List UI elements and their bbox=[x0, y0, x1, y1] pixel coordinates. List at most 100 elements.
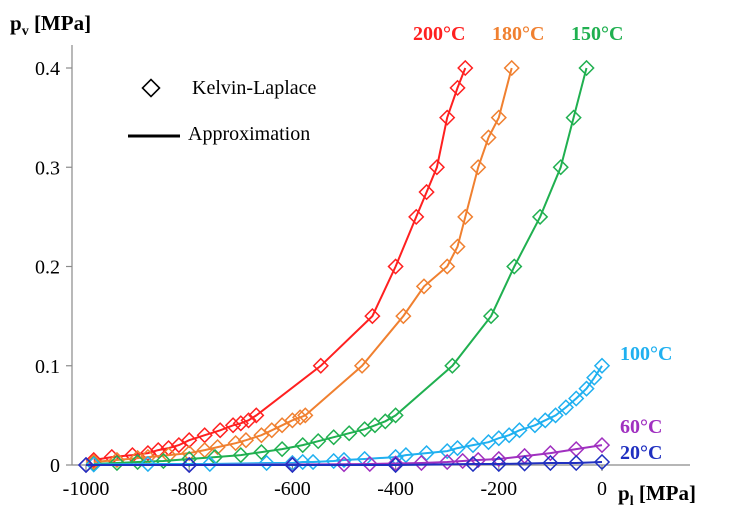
data-point-200c bbox=[150, 441, 167, 459]
plot-area bbox=[77, 59, 611, 474]
data-point-200c bbox=[312, 357, 329, 374]
data-point-150c bbox=[482, 307, 500, 325]
series-label-200c: 200°C bbox=[413, 23, 465, 45]
series-label-180c: 180°C bbox=[492, 23, 544, 45]
data-point-200c bbox=[212, 422, 229, 439]
x-axis-title: pl [MPa] bbox=[618, 481, 696, 509]
data-point-200c bbox=[428, 159, 446, 176]
data-point-200c bbox=[196, 427, 213, 444]
x-tick-label: 0 bbox=[597, 478, 607, 500]
data-point-100c bbox=[593, 357, 611, 374]
data-point-100c bbox=[449, 439, 466, 457]
data-point-150c bbox=[377, 413, 394, 430]
data-point-60c bbox=[568, 440, 585, 458]
data-point-200c bbox=[457, 59, 474, 77]
data-point-100c bbox=[258, 454, 275, 472]
data-point-180c bbox=[470, 159, 487, 176]
legend-marker-icon bbox=[141, 78, 161, 98]
data-point-20c bbox=[464, 455, 482, 473]
data-point-100c bbox=[578, 380, 595, 397]
data-point-100c bbox=[537, 412, 554, 429]
y-tick-label: 0.3 bbox=[35, 157, 60, 179]
data-point-150c bbox=[206, 448, 224, 466]
data-point-180c bbox=[237, 432, 255, 449]
data-point-150c bbox=[506, 258, 523, 275]
data-point-100c bbox=[547, 407, 564, 424]
legend-marker-label: Kelvin-Laplace bbox=[192, 77, 316, 99]
data-point-200c bbox=[408, 208, 425, 226]
series-labels: 200°C 180°C 150°C 100°C 60°C 20°C bbox=[413, 23, 672, 464]
data-point-150c bbox=[325, 429, 342, 446]
data-point-200c bbox=[232, 415, 249, 432]
data-point-100c bbox=[500, 427, 518, 444]
data-point-20c bbox=[568, 454, 585, 472]
data-point-180c bbox=[480, 129, 497, 146]
x-axis-title-unit: [MPa] bbox=[634, 481, 696, 505]
axes: 0 0.1 0.2 0.3 0.4 -1000 -800 -600 -400 -200 0 bbox=[35, 45, 690, 500]
series-line-200c bbox=[93, 67, 467, 461]
data-point-180c bbox=[297, 407, 314, 424]
data-point-150c bbox=[273, 440, 291, 458]
series-label-20c: 20°C bbox=[620, 442, 662, 464]
series-label-60c: 60°C bbox=[620, 416, 662, 438]
y-tick-label: 0.4 bbox=[35, 58, 60, 80]
data-point-150c bbox=[310, 433, 327, 450]
data-point-100c bbox=[201, 455, 218, 473]
series-label-100c: 100°C bbox=[620, 343, 672, 365]
data-point-150c bbox=[531, 208, 549, 226]
data-point-20c bbox=[284, 456, 301, 474]
data-point-180c bbox=[181, 444, 198, 462]
y-tick-label: 0.2 bbox=[35, 257, 60, 279]
data-point-180c bbox=[503, 59, 520, 77]
data-point-180c bbox=[263, 422, 280, 439]
x-tick-label: -1000 bbox=[63, 478, 110, 500]
y-tick-label: 0 bbox=[50, 455, 60, 477]
series-line-150c bbox=[93, 67, 588, 465]
data-point-60c bbox=[361, 455, 378, 473]
data-point-200c bbox=[181, 432, 198, 449]
legend-line-label: Approximation bbox=[188, 123, 310, 145]
data-point-200c bbox=[240, 412, 257, 429]
data-point-200c bbox=[170, 437, 188, 454]
data-point-180c bbox=[273, 417, 291, 434]
data-point-150c bbox=[552, 159, 569, 176]
data-point-200c bbox=[224, 417, 242, 434]
y-axis-title-sub: v bbox=[22, 24, 29, 39]
data-point-20c bbox=[593, 453, 611, 471]
data-point-60c bbox=[335, 456, 353, 473]
y-axis-title: pv [MPa] bbox=[10, 11, 91, 39]
data-point-20c bbox=[516, 455, 533, 472]
series-line-20c bbox=[86, 461, 603, 466]
data-point-60c bbox=[387, 455, 404, 472]
data-point-20c bbox=[181, 456, 198, 474]
data-point-180c bbox=[415, 278, 433, 295]
data-point-180c bbox=[160, 446, 177, 464]
data-point-100c bbox=[568, 390, 585, 407]
data-point-100c bbox=[526, 417, 544, 434]
data-point-150c bbox=[578, 59, 595, 77]
data-point-20c bbox=[387, 456, 404, 474]
x-tick-label: -200 bbox=[480, 478, 517, 500]
data-point-100c bbox=[586, 369, 603, 386]
x-tick-label: -800 bbox=[171, 478, 208, 500]
data-point-200c bbox=[248, 407, 265, 424]
data-point-200c bbox=[439, 109, 456, 126]
data-point-60c bbox=[542, 444, 559, 462]
data-point-20c bbox=[542, 454, 559, 472]
data-point-150c bbox=[341, 425, 358, 442]
data-point-20c bbox=[490, 455, 507, 473]
data-point-180c bbox=[353, 357, 371, 374]
y-tick-label: 0.1 bbox=[35, 356, 60, 378]
x-axis-title-main: p bbox=[618, 481, 630, 505]
data-point-100c bbox=[356, 450, 373, 468]
x-tick-label: -600 bbox=[274, 478, 311, 500]
data-point-150c bbox=[444, 357, 461, 374]
data-point-60c bbox=[439, 453, 456, 471]
y-axis-title-main: p bbox=[10, 11, 22, 35]
legend: Kelvin-Laplace Approximation bbox=[128, 77, 316, 145]
data-point-180c bbox=[395, 307, 412, 325]
series-label-150c: 150°C bbox=[571, 23, 623, 45]
data-point-180c bbox=[457, 208, 474, 226]
y-axis-title-unit: [MPa] bbox=[29, 11, 91, 35]
